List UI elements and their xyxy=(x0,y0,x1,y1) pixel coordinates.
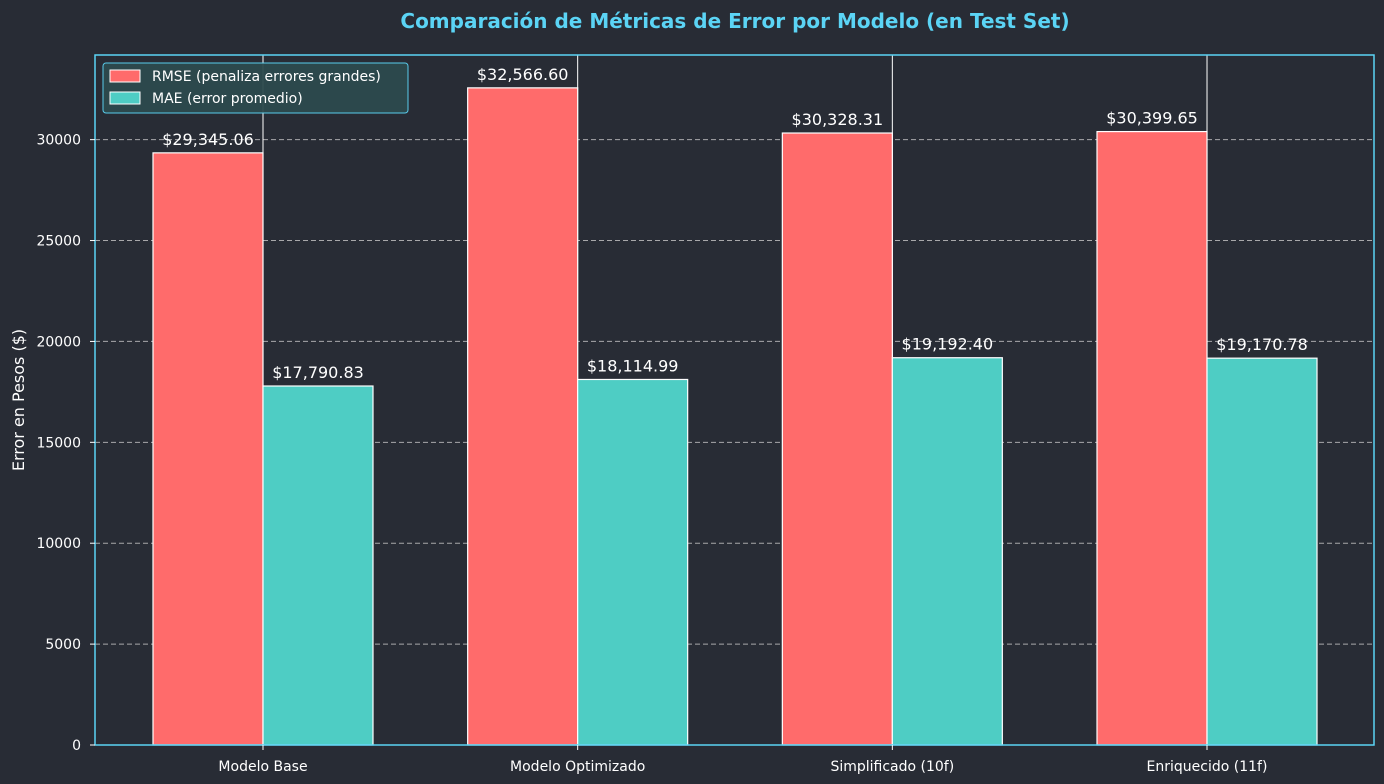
y-tick-label: 30000 xyxy=(36,133,81,149)
bar-value-label: $19,192.40 xyxy=(902,335,994,354)
x-tick-label: Modelo Base xyxy=(218,759,307,775)
bar-value-label: $17,790.83 xyxy=(272,363,364,382)
bar-mae xyxy=(891,357,1003,746)
bar-mae xyxy=(262,385,374,746)
chart-title: Comparación de Métricas de Error por Mod… xyxy=(400,9,1069,33)
bar-rmse xyxy=(1096,130,1208,746)
x-tick-label: Modelo Optimizado xyxy=(510,759,645,775)
x-tick-label: Enriquecido (11f) xyxy=(1147,759,1268,775)
x-tick-label: Simplificado (10f) xyxy=(830,759,954,775)
bar-rmse xyxy=(781,132,893,746)
bar-value-label: $30,399.65 xyxy=(1106,109,1198,128)
y-tick-label: 25000 xyxy=(36,234,81,250)
y-tick-label: 0 xyxy=(72,738,81,754)
plot-frame xyxy=(94,54,1375,746)
legend-box xyxy=(102,62,409,114)
bar-mae xyxy=(1206,357,1318,746)
y-tick-label: 5000 xyxy=(45,637,81,653)
legend-label: RMSE (penaliza errores grandes) xyxy=(152,69,381,85)
legend-label: MAE (error promedio) xyxy=(152,91,303,107)
y-tick-label: 10000 xyxy=(36,536,81,552)
bar-value-label: $30,328.31 xyxy=(792,110,884,129)
legend-swatch xyxy=(109,69,141,83)
bar-mae xyxy=(577,378,689,746)
legend: RMSE (penaliza errores grandes) MAE (erro… xyxy=(102,62,409,114)
y-tick-label: 20000 xyxy=(36,334,81,350)
bar-value-label: $29,345.06 xyxy=(162,130,254,149)
bar-rmse xyxy=(467,87,579,746)
bar-value-label: $18,114.99 xyxy=(587,356,679,375)
bar-value-label: $19,170.78 xyxy=(1216,335,1308,354)
legend-swatch xyxy=(109,91,141,105)
y-axis-label: Error en Pesos ($) xyxy=(9,329,28,471)
y-tick-label: 15000 xyxy=(36,435,81,451)
bar-rmse xyxy=(152,152,264,746)
bar-value-label: $32,566.60 xyxy=(477,65,569,84)
